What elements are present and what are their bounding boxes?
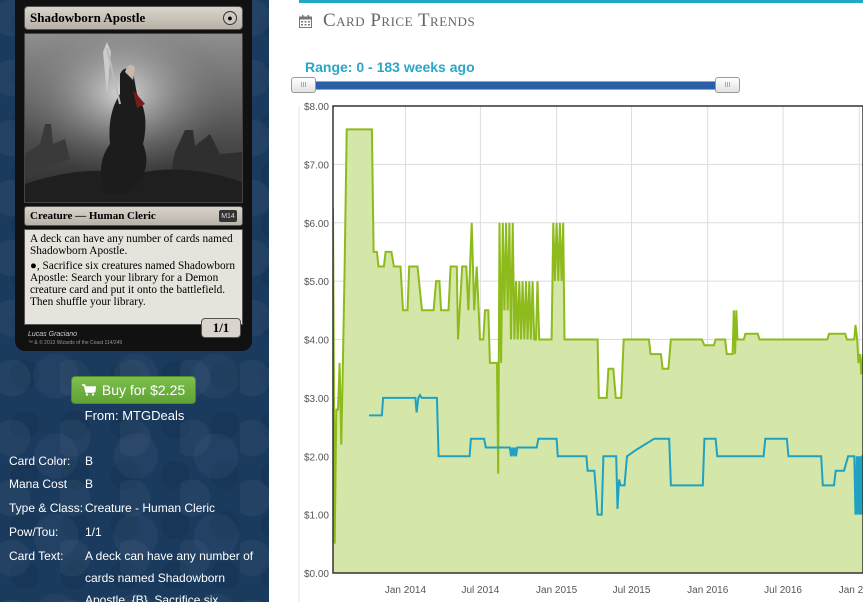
mana-symbol-icon: ● — [223, 11, 237, 25]
main-panel: Card Price Trends Range: 0 - 183 weeks a… — [269, 0, 863, 602]
cart-icon — [81, 384, 96, 396]
card-copyright: ™ & © 2013 Wizards of the Coast 114/249 — [28, 340, 123, 346]
y-tick-label: $7.00 — [304, 160, 329, 171]
calendar-icon — [299, 14, 312, 28]
detail-label: Card Text: — [9, 549, 64, 563]
card-name: Shadowborn Apostle — [30, 10, 146, 25]
x-tick-label: Jul 2015 — [613, 585, 651, 596]
y-tick-label: $5.00 — [304, 277, 329, 288]
range-slider-track[interactable] — [302, 81, 735, 90]
detail-label: Type & Class: — [9, 501, 84, 515]
card-type-bar: Creature — Human Cleric M14 — [24, 206, 243, 226]
detail-label: Mana Cost — [9, 477, 68, 491]
card-image: Shadowborn Apostle ● — [15, 0, 252, 351]
detail-label: Card Color: — [9, 454, 71, 468]
y-tick-label: $2.00 — [304, 452, 329, 463]
range-slider-handle-start[interactable]: III — [291, 77, 316, 93]
card-type-line: Creature — Human Cleric — [30, 210, 156, 222]
y-tick-label: $6.00 — [304, 219, 329, 230]
detail-value: A deck can have any number of cards name… — [85, 549, 254, 602]
price-chart: $0.00 $1.00 $2.00 $3.00 $4.00 $5.00 $6.00 $7.00… — [269, 99, 863, 602]
detail-row-type: Type & Class: Creature - Human Cleric — [9, 497, 260, 519]
plot-frame — [332, 105, 863, 574]
buy-button[interactable]: Buy for $2.25 — [71, 376, 196, 404]
artwork-illustration — [25, 34, 242, 202]
series-1-line — [369, 392, 863, 516]
detail-value: Creature - Human Cleric — [85, 501, 216, 515]
page-title: Card Price Trends — [323, 10, 476, 31]
detail-row-mana-cost: Mana Cost B — [9, 473, 260, 495]
x-tick-label: Jul 2014 — [462, 585, 500, 596]
x-tick-label: Jan 2015 — [536, 585, 578, 596]
y-tick-label: $3.00 — [304, 394, 329, 405]
detail-label: Pow/Tou: — [9, 525, 59, 539]
detail-value: B — [85, 477, 94, 491]
card-footer: Lucas Graciano ™ & © 2013 Wizards of the… — [24, 318, 243, 355]
card-artist: Lucas Graciano — [28, 331, 78, 338]
card-power-toughness: 1/1 — [201, 318, 241, 338]
x-tick-label: Jan 2017 — [839, 585, 863, 596]
set-symbol-icon: M14 — [219, 210, 237, 222]
card-rules-text: A deck can have any number of cards name… — [24, 229, 243, 325]
y-tick-label: $0.00 — [304, 569, 329, 580]
series-0-line — [333, 128, 863, 544]
price-chart-svg: $0.00 $1.00 $2.00 $3.00 $4.00 $5.00 $6.00 $7.00… — [298, 102, 863, 602]
detail-row-card-text: Card Text: A deck can have any number of… — [9, 545, 260, 602]
x-tick-label: Jan 2016 — [687, 585, 729, 596]
y-tick-label: $4.00 — [304, 336, 329, 347]
range-label: Range: 0 - 183 weeks ago — [305, 59, 475, 75]
detail-value: B — [85, 454, 94, 468]
range-slider-handle-end[interactable]: III — [715, 77, 740, 93]
y-tick-label: $1.00 — [304, 511, 329, 522]
vendor-text: From: MTGDeals — [84, 408, 185, 423]
series-0-area — [333, 129, 863, 573]
card-title-bar: Shadowborn Apostle ● — [24, 6, 243, 30]
card-rules-line-2: ●, Sacrifice six creatures named Shadowb… — [30, 259, 236, 309]
sidebar: Shadowborn Apostle ● — [0, 0, 269, 602]
accent-bar — [299, 0, 863, 3]
detail-row-pow-tou: Pow/Tou: 1/1 — [9, 521, 260, 543]
x-tick-label: Jul 2016 — [764, 585, 802, 596]
buy-button-label: Buy for $2.25 — [101, 382, 186, 398]
detail-value: 1/1 — [85, 525, 102, 539]
x-tick-label: Jan 2014 — [385, 585, 427, 596]
card-rules-line-1: A deck can have any number of cards name… — [30, 233, 233, 258]
page-header: Card Price Trends — [299, 10, 475, 32]
y-tick-label: $8.00 — [304, 102, 329, 113]
detail-row-color: Card Color: B — [9, 450, 260, 472]
card-artwork — [24, 33, 243, 203]
